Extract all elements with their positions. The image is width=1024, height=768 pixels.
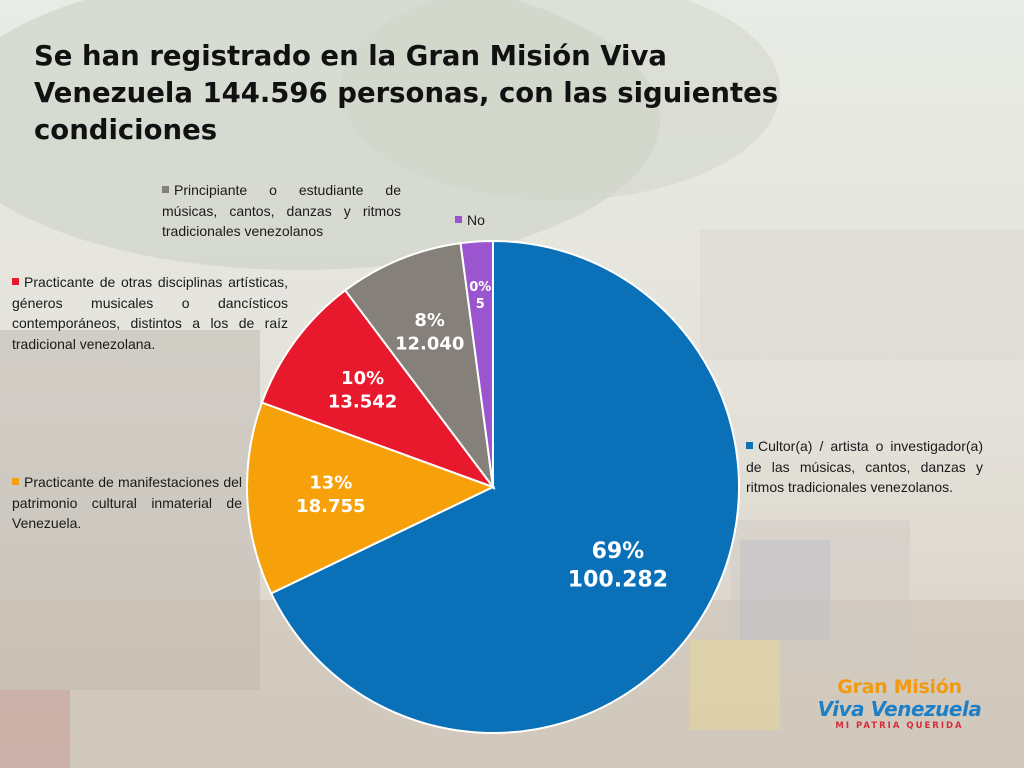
percent-label-principiante: 8% — [414, 310, 445, 331]
legend-swatch-blue — [746, 441, 753, 449]
legend-label: Principiante o estudiante de músicas, ca… — [162, 182, 401, 239]
legend-entry-otras-disciplinas: Practicante de otras disciplinas artísti… — [12, 272, 288, 354]
value-label-no: 5 — [476, 297, 485, 312]
legend-label: Practicante de otras disciplinas artísti… — [12, 274, 288, 352]
percent-label-cultor: 69% — [592, 539, 645, 564]
legend-swatch-purple — [455, 215, 462, 223]
legend-entry-cultor: Cultor(a) / artista o investigador(a) de… — [746, 436, 983, 498]
legend-swatch-gray — [162, 185, 169, 193]
legend-entry-no: No — [455, 210, 535, 231]
legend-label: No — [467, 212, 485, 228]
value-label-patrimonio: 18.755 — [296, 496, 365, 517]
percent-label-otras-disciplinas: 10% — [341, 368, 384, 389]
legend-label: Practicante de manifestaciones del patri… — [12, 474, 242, 531]
pie-slice-cultor — [269, 239, 740, 734]
percent-label-no: 0% — [469, 280, 491, 295]
legend-entry-patrimonio: Practicante de manifestaciones del patri… — [12, 472, 242, 534]
value-label-principiante: 12.040 — [395, 333, 464, 354]
chart-title: Se han registrado en la Gran Misión Viva… — [34, 40, 779, 146]
pie-slice-principiante — [343, 242, 495, 491]
pie-slice-no — [459, 239, 494, 488]
logo-line-1: Gran Misión — [837, 676, 962, 698]
logo-line-3: MI PATRIA QUERIDA — [835, 721, 964, 731]
logo-line-2: Viva Venezuela — [817, 697, 982, 721]
gran-mision-logo: Gran Misión Viva Venezuela MI PATRIA QUE… — [812, 676, 987, 732]
value-label-cultor: 100.282 — [568, 568, 668, 593]
value-label-otras-disciplinas: 13.542 — [328, 391, 397, 412]
legend-swatch-orange — [12, 477, 19, 485]
pie-slice-patrimonio — [246, 401, 496, 595]
legend-swatch-red — [12, 277, 19, 285]
legend-entry-principiante: Principiante o estudiante de músicas, ca… — [162, 180, 401, 242]
pie-slice-otras-disciplinas — [260, 288, 496, 490]
legend-label: Cultor(a) / artista o investigador(a) de… — [746, 438, 983, 495]
percent-label-patrimonio: 13% — [309, 473, 352, 494]
